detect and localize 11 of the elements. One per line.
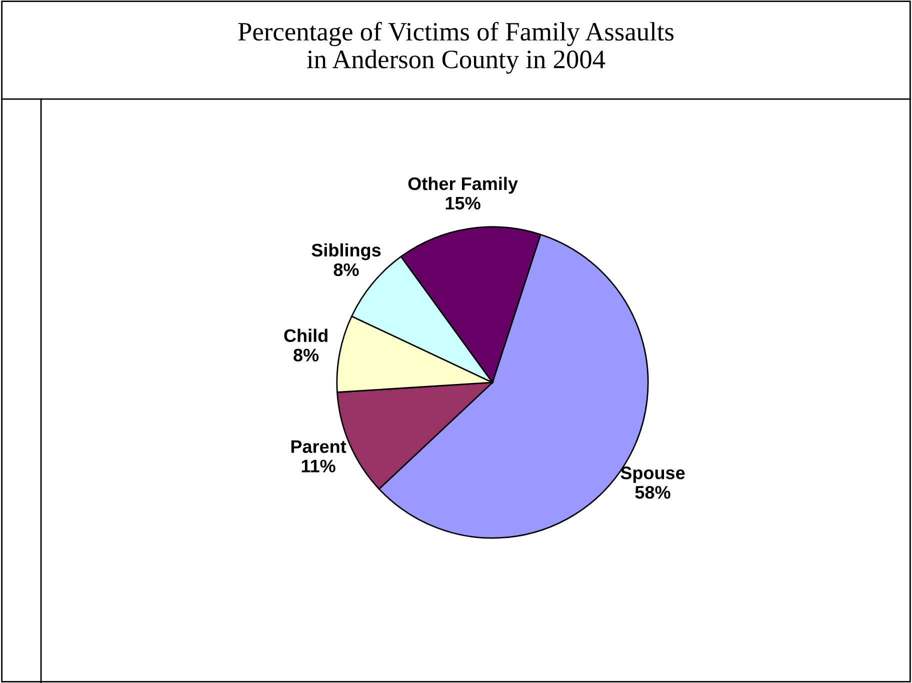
slice-label: Spouse [620, 466, 685, 483]
slice-label: Siblings [312, 243, 381, 260]
data-label: 58% [635, 486, 670, 499]
chart-title: Percentage of Victims of Family Assaults in Anderson County in 2004 [238, 22, 674, 74]
data-label: 8% [334, 263, 359, 276]
data-label: 8% [294, 348, 319, 362]
data-label: 11% [302, 460, 336, 472]
slice-label: Child [284, 328, 328, 342]
data-label: 15% [446, 196, 480, 210]
slice-label: Parent [291, 440, 346, 453]
slice-label: Other Family [408, 176, 518, 194]
